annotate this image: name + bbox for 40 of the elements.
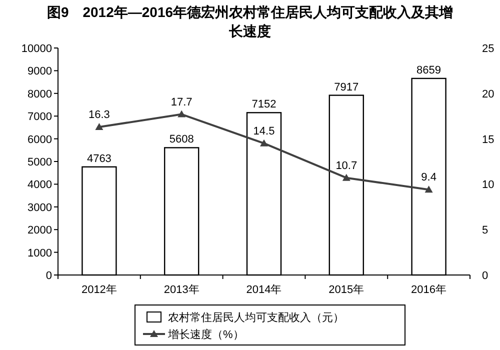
x-tick-label: 2012年 — [81, 284, 117, 296]
point — [260, 139, 268, 146]
point — [178, 110, 186, 118]
data-label: 8659 — [416, 64, 442, 76]
y-tick-label: 4000 — [28, 179, 52, 192]
x-tick-label: 2014年 — [246, 284, 282, 296]
y-tick-label: 0 — [46, 270, 52, 282]
y2-tick-label: 20 — [482, 88, 494, 100]
chart-title: 图9 2012年—2016年德宏州农村常住居民人均可支配收入及其增长速度 — [46, 4, 454, 39]
y2-tick-label: 0 — [482, 270, 488, 282]
y2-tick-label: 25 — [482, 43, 494, 55]
data-label: 5608 — [169, 134, 194, 146]
x-tick-label: 2016年 — [411, 284, 447, 296]
point — [95, 122, 104, 130]
legend-label: 农村常住居民人均可支配收入（元） — [168, 311, 344, 324]
data-label: 7917 — [334, 81, 359, 94]
data-label: 16.3 — [88, 108, 110, 121]
point — [424, 186, 433, 193]
data-label: 10.7 — [336, 160, 358, 172]
y-tick-label: 8000 — [28, 88, 52, 100]
data-label: 14.5 — [253, 125, 275, 138]
x-tick-label: 2013年 — [164, 284, 200, 296]
legend-label: 增长速度（%） — [167, 328, 244, 341]
y-tick-label: 10000 — [21, 43, 52, 55]
y-tick-label: 6000 — [28, 134, 52, 146]
y-tick-label: 1000 — [28, 247, 52, 260]
y-tick-label: 9000 — [28, 66, 52, 78]
y-tick-label: 2000 — [28, 224, 52, 237]
data-label: 4763 — [86, 152, 112, 165]
point — [342, 174, 350, 181]
data-label: 17.7 — [170, 96, 192, 108]
data-label: 9.4 — [421, 172, 436, 184]
y2-tick-label: 5 — [482, 224, 488, 237]
data-label: 7152 — [252, 98, 276, 111]
y-tick-label: 7000 — [28, 111, 52, 124]
y2-tick-label: 10 — [482, 179, 494, 192]
y-tick-label: 5000 — [28, 156, 52, 168]
y-tick-label: 3000 — [28, 202, 52, 214]
x-tick-label: 2015年 — [328, 284, 364, 296]
y2-tick-label: 15 — [482, 134, 494, 146]
